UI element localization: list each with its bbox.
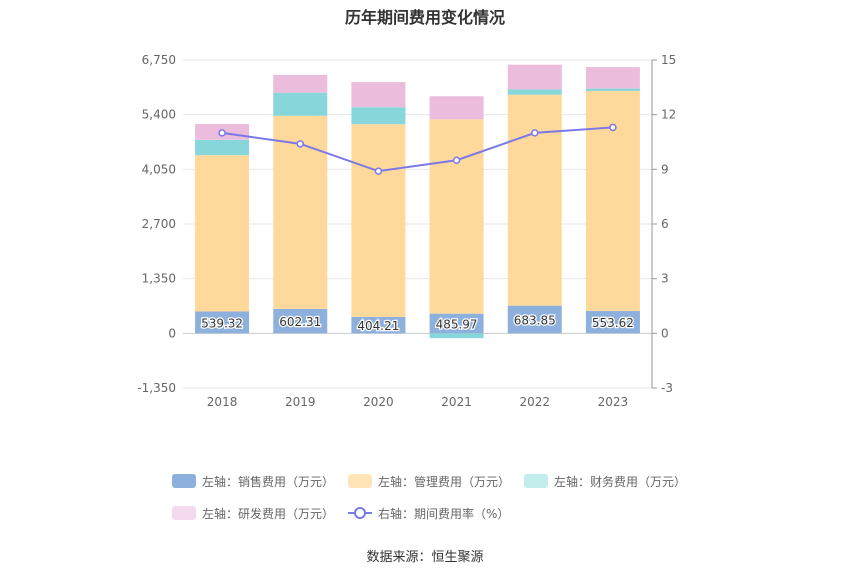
legend-swatch-rd (172, 506, 196, 520)
bar-segment (507, 94, 562, 306)
bar-segment (195, 139, 250, 156)
y-right-tick-label: 0 (661, 326, 669, 340)
line-point (609, 123, 617, 132)
line-point (531, 129, 539, 137)
y-left-tick-label: -1,350 (137, 381, 176, 395)
x-tick-label: 2022 (519, 395, 550, 409)
legend-swatch-sales (172, 474, 196, 488)
legend-label-sales: 左轴：销售费用（万元） (202, 474, 335, 489)
y-left-tick-label: 1,350 (142, 272, 176, 286)
bar-segment (507, 64, 562, 90)
bar-segment (195, 155, 250, 312)
bar-segment (351, 124, 406, 317)
x-tick-label: 2023 (598, 395, 629, 409)
line-point (374, 167, 383, 175)
legend-label-expense-rate: 右轴：期间费用率（%） (378, 506, 510, 521)
bar-segment (429, 119, 484, 314)
x-tick-label: 2020 (363, 395, 394, 409)
legend-item-sales[interactable]: 左轴：销售费用（万元） (172, 472, 334, 490)
bar-segment (351, 107, 406, 125)
bar-segment (507, 305, 562, 334)
bar-segment (429, 96, 484, 120)
legend-item-finance[interactable]: 左轴：财务费用（万元） (524, 472, 686, 490)
source-note: 数据来源：恒生聚源 (366, 550, 484, 565)
bar-segment (273, 74, 328, 93)
x-tick-label: 2018 (207, 395, 238, 409)
y-right-tick-label: 12 (661, 108, 676, 122)
line-point (452, 156, 461, 164)
y-left-tick-label: 5,400 (142, 108, 176, 122)
legend-swatch-finance (524, 474, 549, 488)
bar-segment (273, 92, 328, 116)
line-point (218, 129, 226, 137)
bar-segment (585, 88, 640, 92)
y-right-tick-label: 15 (661, 53, 676, 67)
legend-line-marker-icon (348, 506, 373, 520)
y-right-tick-label: -3 (661, 381, 673, 395)
bar-segment (351, 82, 406, 108)
legend: 左轴：销售费用（万元） 左轴：管理费用（万元） 左轴：财务费用（万元） 左轴：研… (172, 472, 692, 536)
bar-segment (585, 67, 640, 89)
bar-segment (507, 89, 562, 95)
legend-swatch-admin (348, 474, 373, 488)
legend-label-rd: 左轴：研发费用（万元） (202, 506, 335, 521)
bar-segment (429, 333, 484, 339)
legend-item-admin[interactable]: 左轴：管理费用（万元） (348, 472, 510, 490)
data-label: 602.31 (279, 315, 321, 329)
data-label: 404.21 (357, 319, 399, 333)
x-tick-label: 2021 (441, 395, 472, 409)
chart-title: 历年期间费用变化情况 (344, 8, 505, 27)
data-label: 683.85 (514, 313, 556, 327)
y-right-tick-label: 9 (661, 162, 669, 176)
legend-label-admin: 左轴：管理费用（万元） (378, 474, 511, 489)
expense-rate-line (221, 126, 613, 173)
y-right-tick-label: 3 (661, 272, 669, 286)
data-label: 553.62 (592, 316, 634, 330)
y-left-tick-label: 6,750 (142, 53, 176, 67)
bar-segment (585, 310, 640, 334)
bar-segment (273, 115, 328, 309)
bar-segment (195, 311, 250, 334)
bar-segment (429, 313, 484, 334)
y-left-tick-label: 4,050 (142, 162, 176, 176)
legend-item-expense-rate[interactable]: 右轴：期间费用率（%） (348, 504, 509, 522)
x-tick-label: 2019 (285, 395, 316, 409)
legend-label-finance: 左轴：财务费用（万元） (554, 474, 687, 489)
data-label: 539.32 (201, 316, 243, 330)
legend-item-rd[interactable]: 左轴：研发费用（万元） (172, 504, 334, 522)
y-left-tick-label: 0 (168, 326, 176, 340)
data-label: 485.97 (436, 317, 478, 331)
y-right-tick-label: 6 (661, 217, 669, 231)
y-left-tick-label: 2,700 (142, 217, 176, 231)
line-point (296, 140, 304, 148)
bar-segment (351, 316, 406, 334)
bar-segment (273, 308, 328, 334)
